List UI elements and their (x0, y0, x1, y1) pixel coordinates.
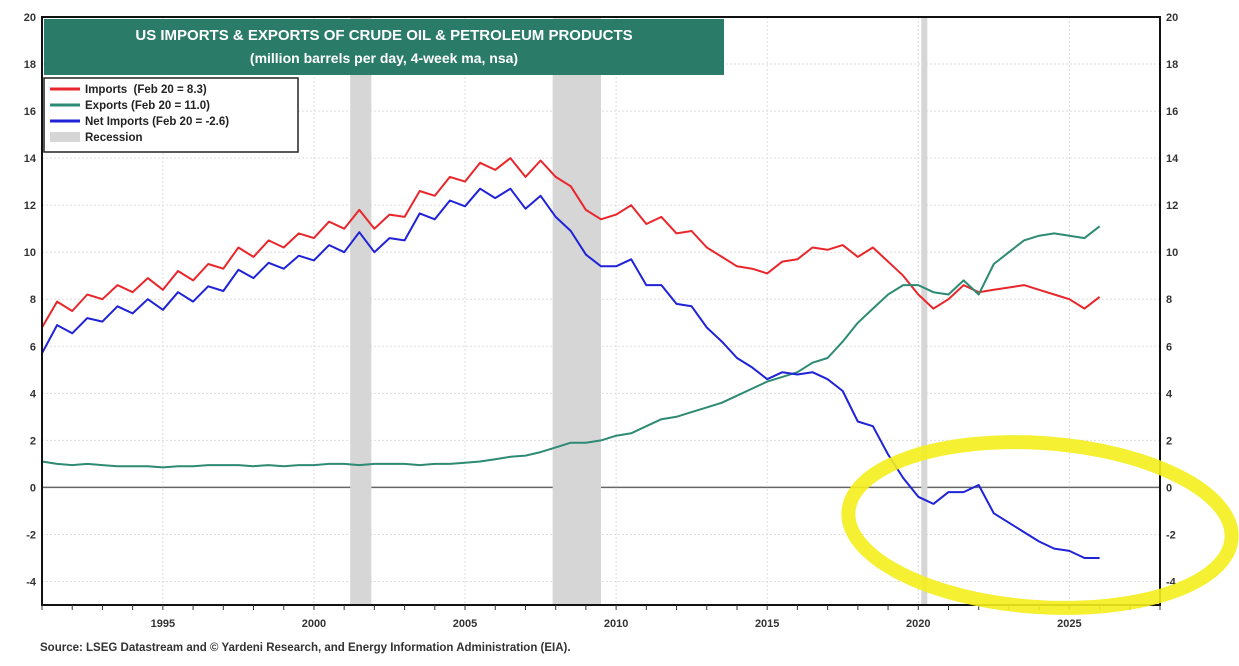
y-axis-right: -4 -2 0 2 4 6 8 10 12 14 16 18 20 (1166, 12, 1179, 588)
y-tick-label: 4 (30, 388, 37, 400)
highlight-ellipse-annotation (841, 435, 1239, 615)
y-tick-label-right: -4 (1166, 576, 1177, 588)
y-tick-label: 6 (30, 341, 36, 353)
x-tick-label: 2015 (755, 618, 779, 630)
recession-band (552, 17, 601, 605)
y-tick-label: -4 (26, 576, 37, 588)
legend-swatch-recession (50, 132, 80, 142)
recession-band (350, 17, 372, 605)
y-tick-label: 18 (24, 59, 36, 71)
y-tick-label-right: 16 (1166, 106, 1178, 118)
recession-bands (350, 17, 928, 605)
y-tick-label-right: 6 (1166, 341, 1172, 353)
legend-label-recession: Recession (85, 132, 143, 144)
x-tick-label: 2010 (604, 618, 628, 630)
y-tick-label: 10 (24, 247, 36, 259)
series-line-imports (41, 157, 1101, 329)
title-box: US IMPORTS & EXPORTS OF CRUDE OIL & PETR… (44, 19, 724, 75)
y-tick-label: 20 (24, 12, 36, 24)
x-tick-label: 2005 (453, 618, 477, 630)
legend-label-net-imports: Net Imports (Feb 20 = -2.6) (85, 116, 229, 128)
plot-frame (41, 16, 1161, 606)
y-tick-label-right: 0 (1166, 482, 1172, 494)
chart-subtitle: (million barrels per day, 4-week ma, nsa… (250, 50, 518, 66)
y-tick-label: 2 (30, 435, 36, 447)
series-lines (41, 157, 1101, 559)
y-tick-label-right: 8 (1166, 294, 1172, 306)
y-tick-label: 16 (24, 106, 36, 118)
y-tick-label-right: 12 (1166, 200, 1178, 212)
source-note: Source: LSEG Datastream and © Yardeni Re… (40, 642, 571, 654)
y-tick-label-right: 2 (1166, 435, 1172, 447)
x-axis: 1995 2000 2005 2010 2015 2020 2025 (41, 605, 1161, 630)
recession-band (921, 17, 928, 605)
x-tick-label: 2000 (302, 618, 326, 630)
series-line-exports (41, 225, 1101, 469)
y-tick-label-right: 20 (1166, 12, 1178, 24)
y-tick-label-right: -2 (1166, 529, 1176, 541)
y-tick-label: 8 (30, 294, 36, 306)
y-tick-label-right: 18 (1166, 59, 1178, 71)
x-tick-label: 2025 (1057, 618, 1081, 630)
x-tick-label: 1995 (151, 618, 175, 630)
y-tick-label: 12 (24, 200, 36, 212)
y-tick-label-right: 4 (1166, 388, 1173, 400)
legend-label-imports: Imports (Feb 20 = 8.3) (85, 84, 207, 96)
chart-title: US IMPORTS & EXPORTS OF CRUDE OIL & PETR… (135, 27, 632, 44)
y-tick-label-right: 10 (1166, 247, 1178, 259)
y-tick-label: -2 (26, 529, 36, 541)
y-tick-label: 0 (30, 482, 36, 494)
legend: Imports (Feb 20 = 8.3) Exports (Feb 20 =… (43, 77, 299, 153)
y-tick-label-right: 14 (1166, 153, 1179, 165)
y-tick-label: 14 (24, 153, 37, 165)
series-line-net-imports (41, 187, 1100, 559)
legend-label-exports: Exports (Feb 20 = 11.0) (85, 100, 210, 112)
y-axis-left: -4 -2 0 2 4 6 8 10 12 14 16 18 20 (24, 12, 37, 588)
x-tick-label: 2020 (906, 618, 930, 630)
